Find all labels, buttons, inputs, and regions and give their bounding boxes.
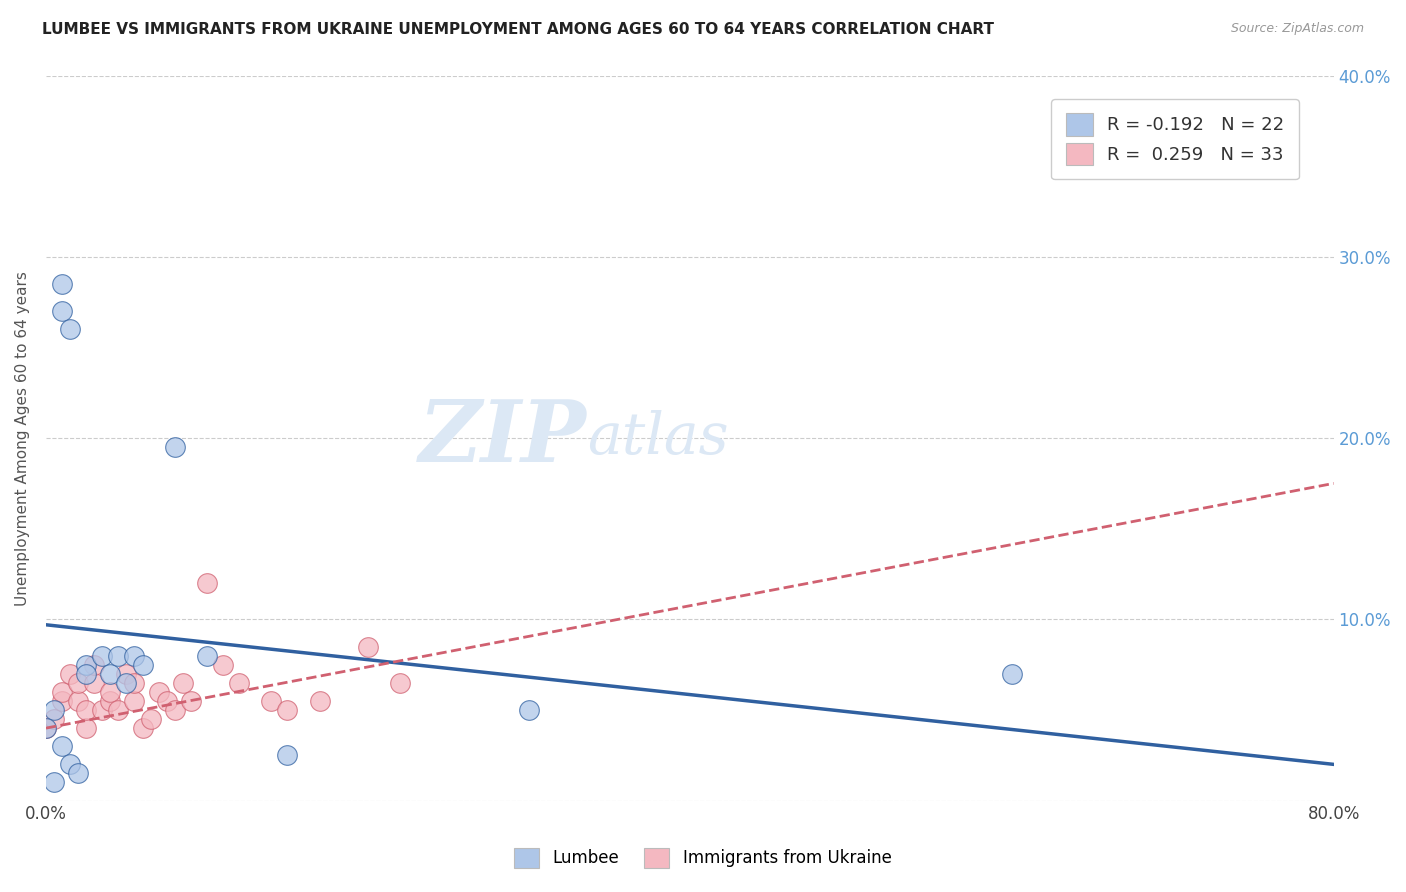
Point <box>124 648 146 663</box>
Point <box>131 657 153 672</box>
Point <box>42 775 65 789</box>
Point <box>98 666 121 681</box>
Point <box>195 648 218 663</box>
Point <box>156 694 179 708</box>
Y-axis label: Unemployment Among Ages 60 to 64 years: Unemployment Among Ages 60 to 64 years <box>15 270 30 606</box>
Point <box>276 748 298 763</box>
Text: atlas: atlas <box>586 409 728 467</box>
Point <box>163 703 186 717</box>
Point <box>163 440 186 454</box>
Point <box>98 694 121 708</box>
Point <box>308 694 330 708</box>
Point <box>115 675 138 690</box>
Point <box>276 703 298 717</box>
Point <box>131 721 153 735</box>
Point <box>83 657 105 672</box>
Point <box>98 685 121 699</box>
Point <box>42 712 65 726</box>
Point <box>107 648 129 663</box>
Point <box>357 640 380 654</box>
Text: Source: ZipAtlas.com: Source: ZipAtlas.com <box>1230 22 1364 36</box>
Point <box>228 675 250 690</box>
Point <box>59 666 82 681</box>
Point <box>67 694 90 708</box>
Point <box>59 757 82 772</box>
Legend: Lumbee, Immigrants from Ukraine: Lumbee, Immigrants from Ukraine <box>508 841 898 875</box>
Point <box>212 657 235 672</box>
Point <box>51 694 73 708</box>
Point <box>115 666 138 681</box>
Point <box>124 694 146 708</box>
Point <box>260 694 283 708</box>
Point <box>180 694 202 708</box>
Point <box>389 675 412 690</box>
Point <box>107 703 129 717</box>
Point <box>51 304 73 318</box>
Point <box>59 322 82 336</box>
Point <box>42 703 65 717</box>
Point <box>124 675 146 690</box>
Point <box>75 703 97 717</box>
Point <box>51 685 73 699</box>
Point <box>67 675 90 690</box>
Point <box>1001 666 1024 681</box>
Legend: R = -0.192   N = 22, R =  0.259   N = 33: R = -0.192 N = 22, R = 0.259 N = 33 <box>1052 99 1299 179</box>
Point <box>35 721 58 735</box>
Point <box>91 648 114 663</box>
Point <box>517 703 540 717</box>
Point <box>195 576 218 591</box>
Point <box>139 712 162 726</box>
Point <box>83 675 105 690</box>
Point <box>75 657 97 672</box>
Text: ZIP: ZIP <box>419 396 586 480</box>
Point <box>172 675 194 690</box>
Point <box>51 739 73 754</box>
Point <box>67 766 90 780</box>
Point <box>148 685 170 699</box>
Point <box>51 277 73 291</box>
Point <box>91 703 114 717</box>
Text: LUMBEE VS IMMIGRANTS FROM UKRAINE UNEMPLOYMENT AMONG AGES 60 TO 64 YEARS CORRELA: LUMBEE VS IMMIGRANTS FROM UKRAINE UNEMPL… <box>42 22 994 37</box>
Point <box>75 721 97 735</box>
Point <box>75 666 97 681</box>
Point <box>35 721 58 735</box>
